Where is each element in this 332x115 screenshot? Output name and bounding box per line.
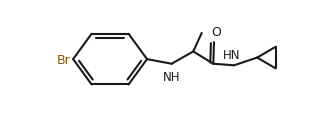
Text: HN: HN xyxy=(223,49,240,62)
Text: NH: NH xyxy=(163,70,180,83)
Text: Br: Br xyxy=(56,53,70,66)
Text: O: O xyxy=(211,26,221,39)
